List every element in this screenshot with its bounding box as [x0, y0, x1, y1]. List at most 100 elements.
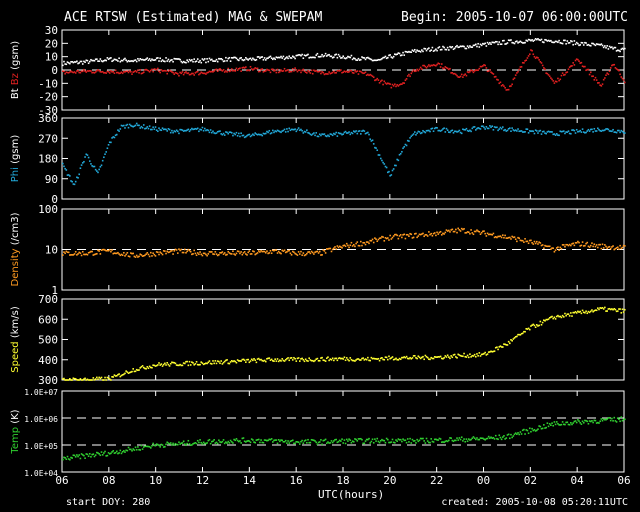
data-point	[446, 129, 449, 132]
data-point	[108, 248, 111, 251]
data-point	[537, 243, 539, 245]
data-point	[229, 70, 232, 72]
data-point	[209, 362, 212, 365]
data-point	[501, 346, 504, 348]
data-point	[176, 58, 179, 60]
data-point	[439, 355, 442, 358]
data-point	[382, 236, 384, 238]
data-point	[562, 244, 565, 246]
data-point	[128, 448, 131, 451]
data-point	[478, 67, 481, 70]
data-point	[318, 441, 321, 443]
data-point	[582, 311, 585, 314]
data-point	[132, 252, 134, 255]
data-point	[184, 61, 186, 64]
data-point	[325, 357, 328, 360]
data-point	[358, 59, 361, 61]
y-tick-label: 1	[51, 284, 58, 297]
data-point	[142, 124, 145, 126]
data-point	[378, 154, 381, 156]
data-point	[108, 57, 111, 60]
data-point	[446, 230, 449, 232]
data-point	[131, 73, 133, 75]
data-point	[247, 134, 249, 136]
data-point	[112, 376, 115, 378]
data-point	[607, 308, 610, 310]
data-point	[216, 130, 219, 133]
data-point	[126, 60, 129, 63]
data-point	[506, 344, 509, 346]
data-point	[598, 82, 600, 84]
data-point	[200, 441, 203, 444]
data-point	[536, 324, 538, 326]
data-point	[402, 234, 404, 236]
data-point	[284, 131, 287, 133]
data-point	[410, 442, 413, 444]
data-point	[340, 69, 342, 71]
data-point	[157, 67, 159, 70]
data-point	[538, 59, 540, 61]
data-point	[261, 68, 264, 70]
data-point	[397, 237, 400, 240]
data-point	[331, 56, 334, 59]
data-point	[147, 69, 150, 72]
data-point	[205, 362, 207, 365]
data-point	[534, 242, 537, 245]
data-point	[604, 45, 606, 47]
data-point	[544, 68, 546, 71]
data-point	[65, 250, 68, 253]
data-point	[588, 130, 591, 132]
data-point	[425, 234, 428, 236]
data-point	[248, 440, 251, 442]
data-point	[388, 239, 390, 241]
data-point	[421, 356, 423, 359]
data-point	[110, 57, 112, 59]
data-point	[391, 356, 394, 358]
data-point	[252, 250, 254, 252]
data-point	[188, 443, 191, 445]
data-point	[100, 451, 103, 453]
data-point	[200, 129, 203, 131]
data-point	[571, 65, 573, 67]
data-point	[344, 130, 347, 133]
data-point	[284, 251, 287, 254]
data-point	[532, 323, 535, 326]
data-point	[270, 132, 273, 134]
data-point	[545, 72, 547, 74]
data-point	[358, 438, 361, 440]
data-point	[526, 57, 529, 59]
data-point	[255, 439, 258, 441]
data-point	[315, 250, 318, 253]
data-point	[291, 55, 294, 58]
data-point	[257, 438, 260, 441]
data-point	[585, 310, 587, 313]
data-point	[614, 247, 617, 250]
data-point	[383, 163, 386, 165]
data-point	[624, 81, 626, 84]
data-point	[406, 357, 409, 360]
y-tick-label: -30	[38, 104, 58, 117]
data-point	[354, 438, 356, 440]
data-point	[615, 310, 618, 313]
data-point	[621, 77, 624, 80]
data-point	[188, 360, 191, 363]
data-point	[561, 72, 564, 74]
data-point	[599, 420, 601, 423]
data-point	[354, 131, 356, 133]
series-speed	[62, 306, 626, 381]
data-point	[621, 130, 624, 133]
data-point	[159, 129, 161, 131]
data-point	[117, 452, 119, 455]
data-point	[518, 41, 521, 43]
data-point	[532, 40, 535, 42]
data-point	[303, 254, 306, 257]
data-point	[477, 42, 479, 45]
data-point	[76, 176, 78, 179]
data-point	[91, 59, 93, 62]
data-point	[295, 440, 298, 443]
data-point	[81, 379, 84, 381]
data-point	[90, 58, 92, 61]
data-point	[142, 366, 145, 369]
data-point	[574, 311, 577, 313]
data-point	[417, 235, 420, 237]
